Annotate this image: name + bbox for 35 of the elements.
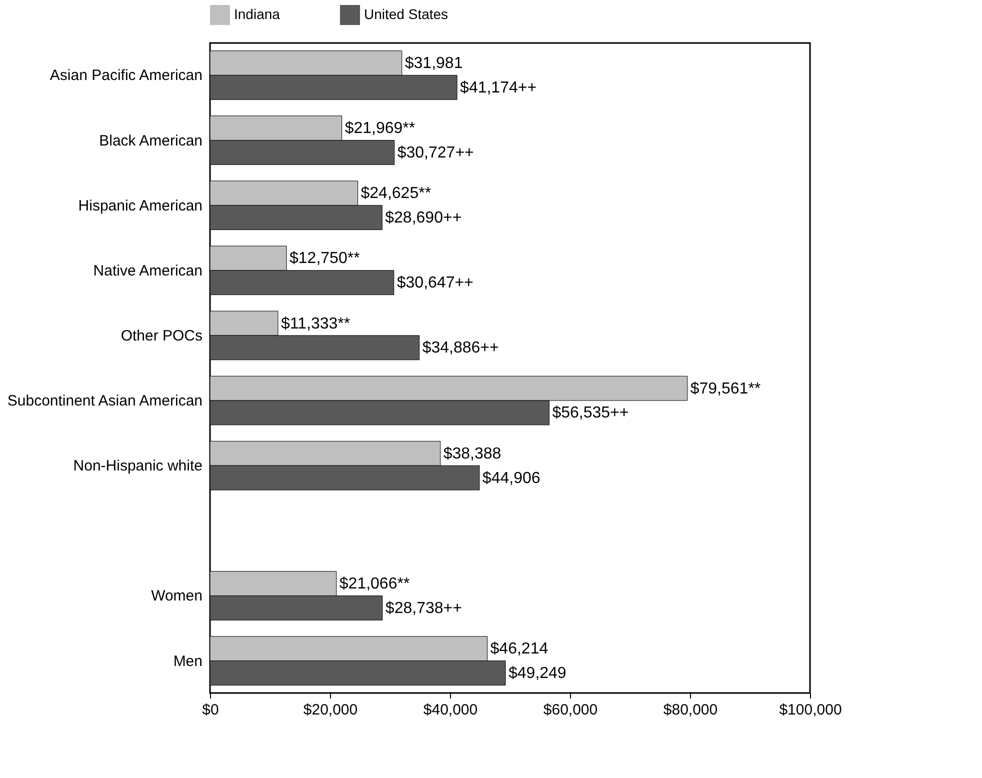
data-label: $28,738++ <box>385 600 462 617</box>
data-label: $34,886++ <box>422 340 499 357</box>
x-tick-label: $40,000 <box>423 702 478 718</box>
y-tick-label: Men <box>173 652 202 670</box>
data-label: $38,388 <box>443 445 502 462</box>
data-label: $44,906 <box>482 470 540 487</box>
y-tick-label: Black American <box>99 132 202 150</box>
data-label: $30,647++ <box>396 274 474 292</box>
legend-label: United States <box>364 6 448 22</box>
y-tick-label: Asian Pacific American <box>50 67 202 84</box>
y-tick-label: Women <box>151 588 202 605</box>
data-label: $79,561** <box>690 380 761 398</box>
data-label: $30,727++ <box>397 144 474 162</box>
data-label: $56,535++ <box>552 404 629 422</box>
y-tick-label: Subcontinent Asian American <box>7 392 202 410</box>
y-tick-label: Other POCs <box>120 327 202 344</box>
data-label: $21,969** <box>344 120 416 138</box>
x-tick-label: $20,000 <box>303 702 358 718</box>
x-tick-label: $80,000 <box>663 702 718 718</box>
x-tick-label: $100,000 <box>779 702 842 718</box>
data-label: $11,333** <box>281 315 350 332</box>
data-label: $28,690++ <box>385 210 462 227</box>
x-tick-label: $60,000 <box>543 702 598 718</box>
data-label: $41,174++ <box>460 79 537 96</box>
data-label: $12,750** <box>290 250 360 268</box>
legend-label: Indiana <box>234 6 280 22</box>
data-label: $24,625** <box>360 185 432 202</box>
y-tick-label: Native American <box>93 262 202 280</box>
data-label: $46,214 <box>490 640 548 658</box>
y-tick-label: Non-Hispanic white <box>73 458 202 475</box>
y-tick-label: Hispanic American <box>78 197 202 214</box>
x-tick-label: $0 <box>202 702 219 718</box>
data-label: $49,249 <box>508 664 566 682</box>
data-label: $31,981 <box>404 55 463 72</box>
data-label: $21,066** <box>339 576 410 593</box>
